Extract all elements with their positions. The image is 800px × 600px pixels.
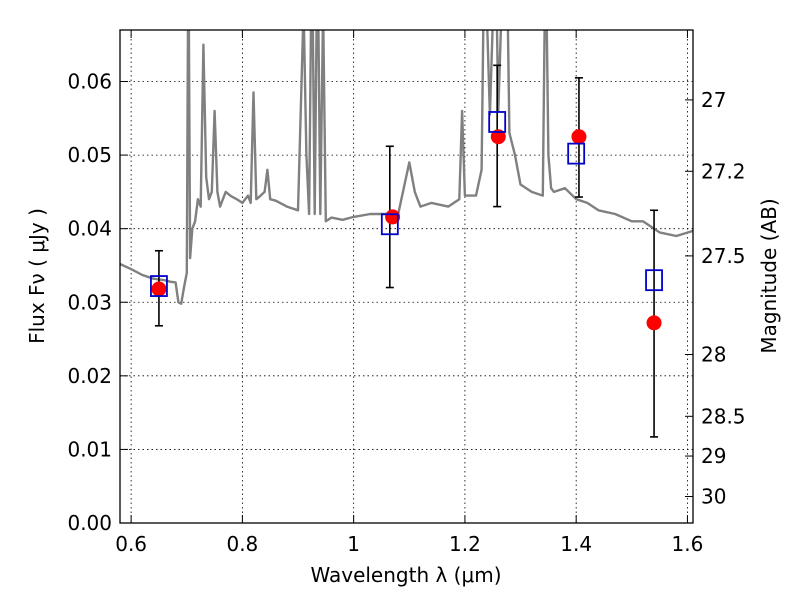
ticks: 0.6 0.8 1 1.2 1.4 1.6 0.00 0.01 0.02 0.03 0.04 0.05…: [67, 30, 746, 556]
x-tick-label: 1: [347, 532, 360, 556]
plot-area: [120, 30, 693, 438]
observed-point: [151, 281, 167, 297]
y-tick-label: 0.01: [67, 437, 112, 461]
mag-tick-label: 28.5: [701, 404, 746, 428]
y2-axis-label: Magnitude (AB): [757, 198, 781, 353]
mag-tick-label: 28: [701, 342, 726, 366]
y-tick-label: 0.05: [67, 143, 112, 167]
spectrum-line: [120, 30, 693, 305]
y-tick-label: 0.03: [67, 290, 112, 314]
x-tick-label: 0.6: [115, 532, 147, 556]
x-tick-label: 1.6: [672, 532, 704, 556]
observed-point: [385, 209, 401, 225]
model-square: [380, 213, 399, 236]
model-square: [150, 275, 168, 297]
mag-tick-label: 27: [701, 88, 726, 112]
y-tick-label: 0.04: [67, 217, 112, 241]
mag-tick-label: 30: [701, 485, 726, 509]
y-tick-label: 0.00: [67, 511, 112, 535]
model-square: [488, 111, 507, 133]
x-axis-label: Wavelength λ (μm): [310, 563, 501, 587]
mag-tick-label: 27.5: [701, 244, 746, 268]
model-square: [645, 269, 663, 292]
x-tick-label: 0.8: [226, 532, 258, 556]
model-square: [567, 142, 586, 165]
x-tick-label: 1.2: [449, 532, 481, 556]
observed-point: [646, 315, 662, 331]
mag-tick-label: 29: [701, 444, 726, 468]
plot-frame: [119, 29, 694, 524]
observed-point: [571, 129, 587, 145]
x-tick-label: 1.4: [560, 532, 592, 556]
observed-point: [490, 129, 506, 145]
mag-tick-label: 27.2: [701, 159, 746, 183]
y-axis-label: Flux Fν ( μJy ): [25, 208, 49, 344]
grid: [120, 30, 693, 524]
y-tick-label: 0.06: [67, 70, 112, 94]
y-tick-label: 0.02: [67, 364, 112, 388]
